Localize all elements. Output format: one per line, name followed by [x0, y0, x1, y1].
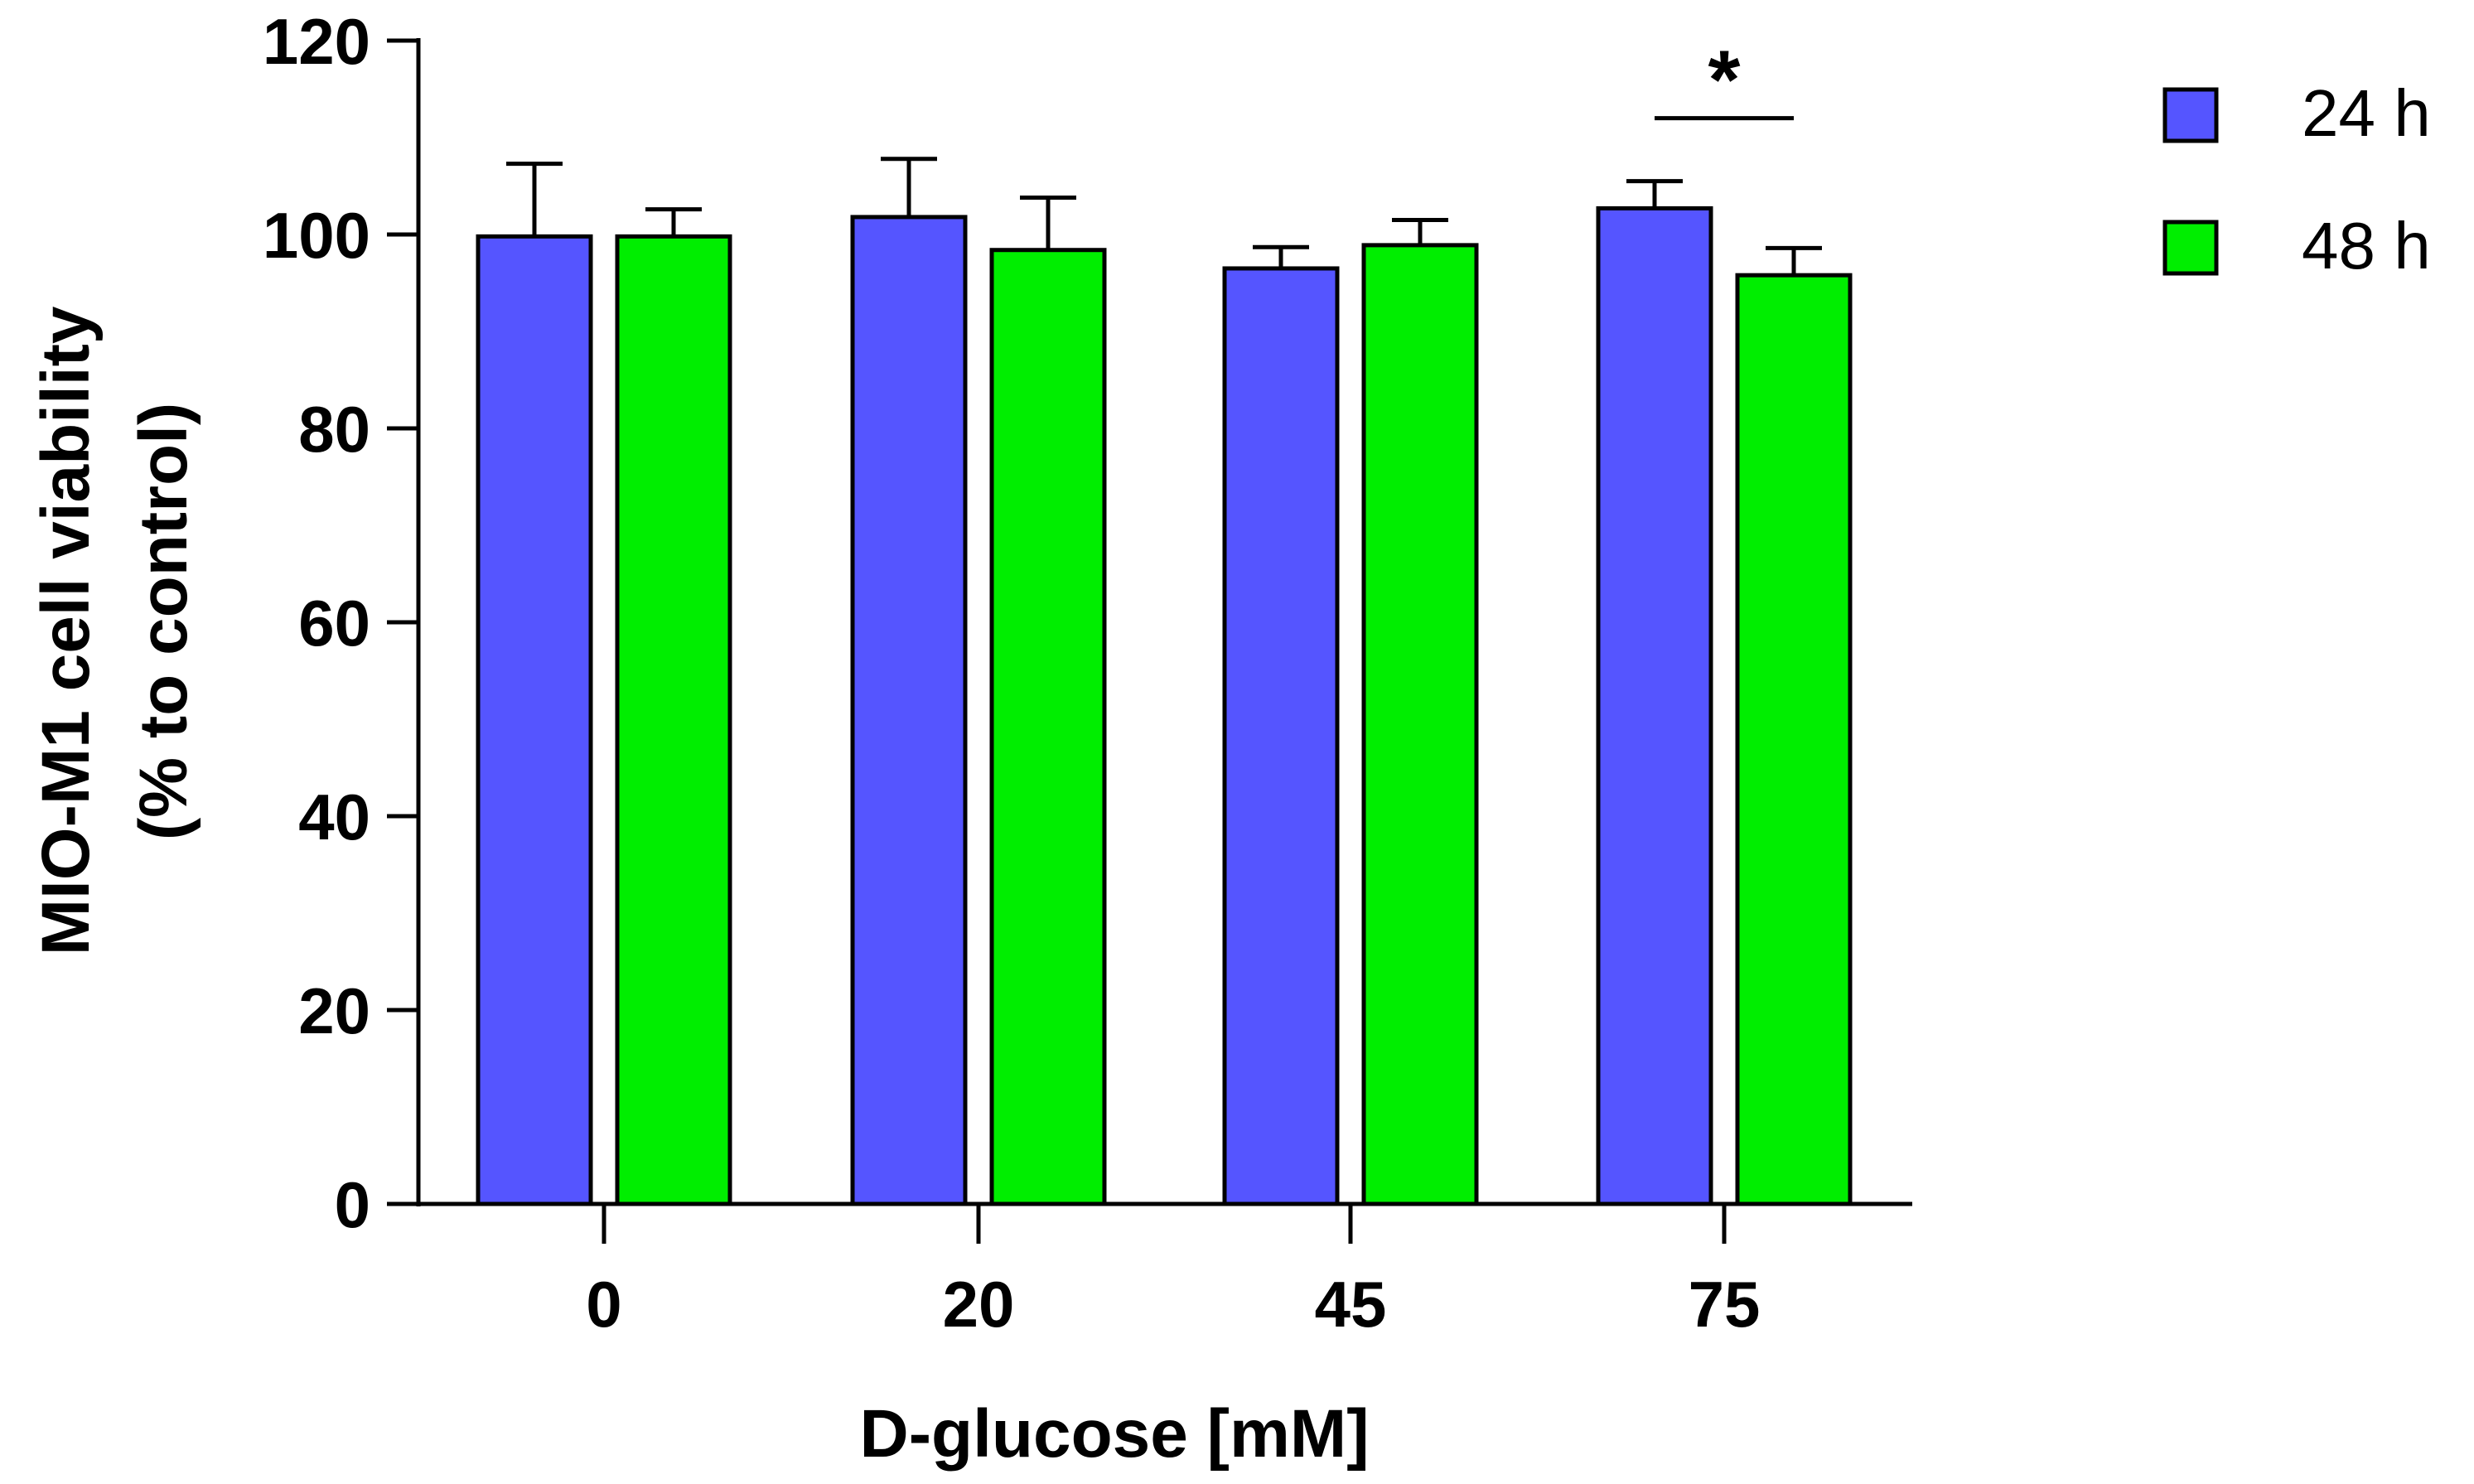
y-tick-label-40: 40 [298, 781, 370, 853]
y-tick-label-20: 20 [298, 974, 370, 1047]
legend-swatch-48h [2162, 220, 2219, 276]
legend-swatch-24h [2162, 87, 2219, 143]
y-axis-title-line2: (% to control) [126, 403, 201, 840]
y-tick-label-100: 100 [263, 199, 370, 272]
legend-label-48h: 48 h [2302, 209, 2431, 283]
bar-24h-45 [1222, 266, 1340, 1206]
bar-48h-0 [615, 234, 732, 1206]
y-tick-label-0: 0 [335, 1168, 370, 1241]
bar-48h-45 [1361, 243, 1479, 1206]
y-axis-title: MIO-M1 cell viability (% to control) [28, 288, 201, 956]
x-axis-title: D-glucose [mM] [860, 1396, 1370, 1472]
x-tick-label-45: 45 [1315, 1268, 1387, 1341]
bar-24h-75 [1596, 205, 1713, 1206]
y-tick-label-60: 60 [298, 587, 370, 660]
y-tick-label-120: 120 [263, 5, 370, 78]
y-axis-title-line1: MIO-M1 cell viability [28, 306, 104, 955]
legend-label-24h: 24 h [2302, 76, 2431, 150]
y-tick-label-80: 80 [298, 393, 370, 466]
bar-24h-0 [476, 234, 593, 1206]
bar-24h-20 [850, 215, 968, 1206]
bar-48h-75 [1735, 273, 1853, 1206]
significance-label-75: * [1708, 34, 1741, 127]
x-tick-label-0: 0 [586, 1268, 621, 1341]
x-tick-label-75: 75 [1689, 1268, 1761, 1341]
bar-48h-20 [989, 248, 1107, 1206]
x-tick-label-20: 20 [943, 1268, 1015, 1341]
